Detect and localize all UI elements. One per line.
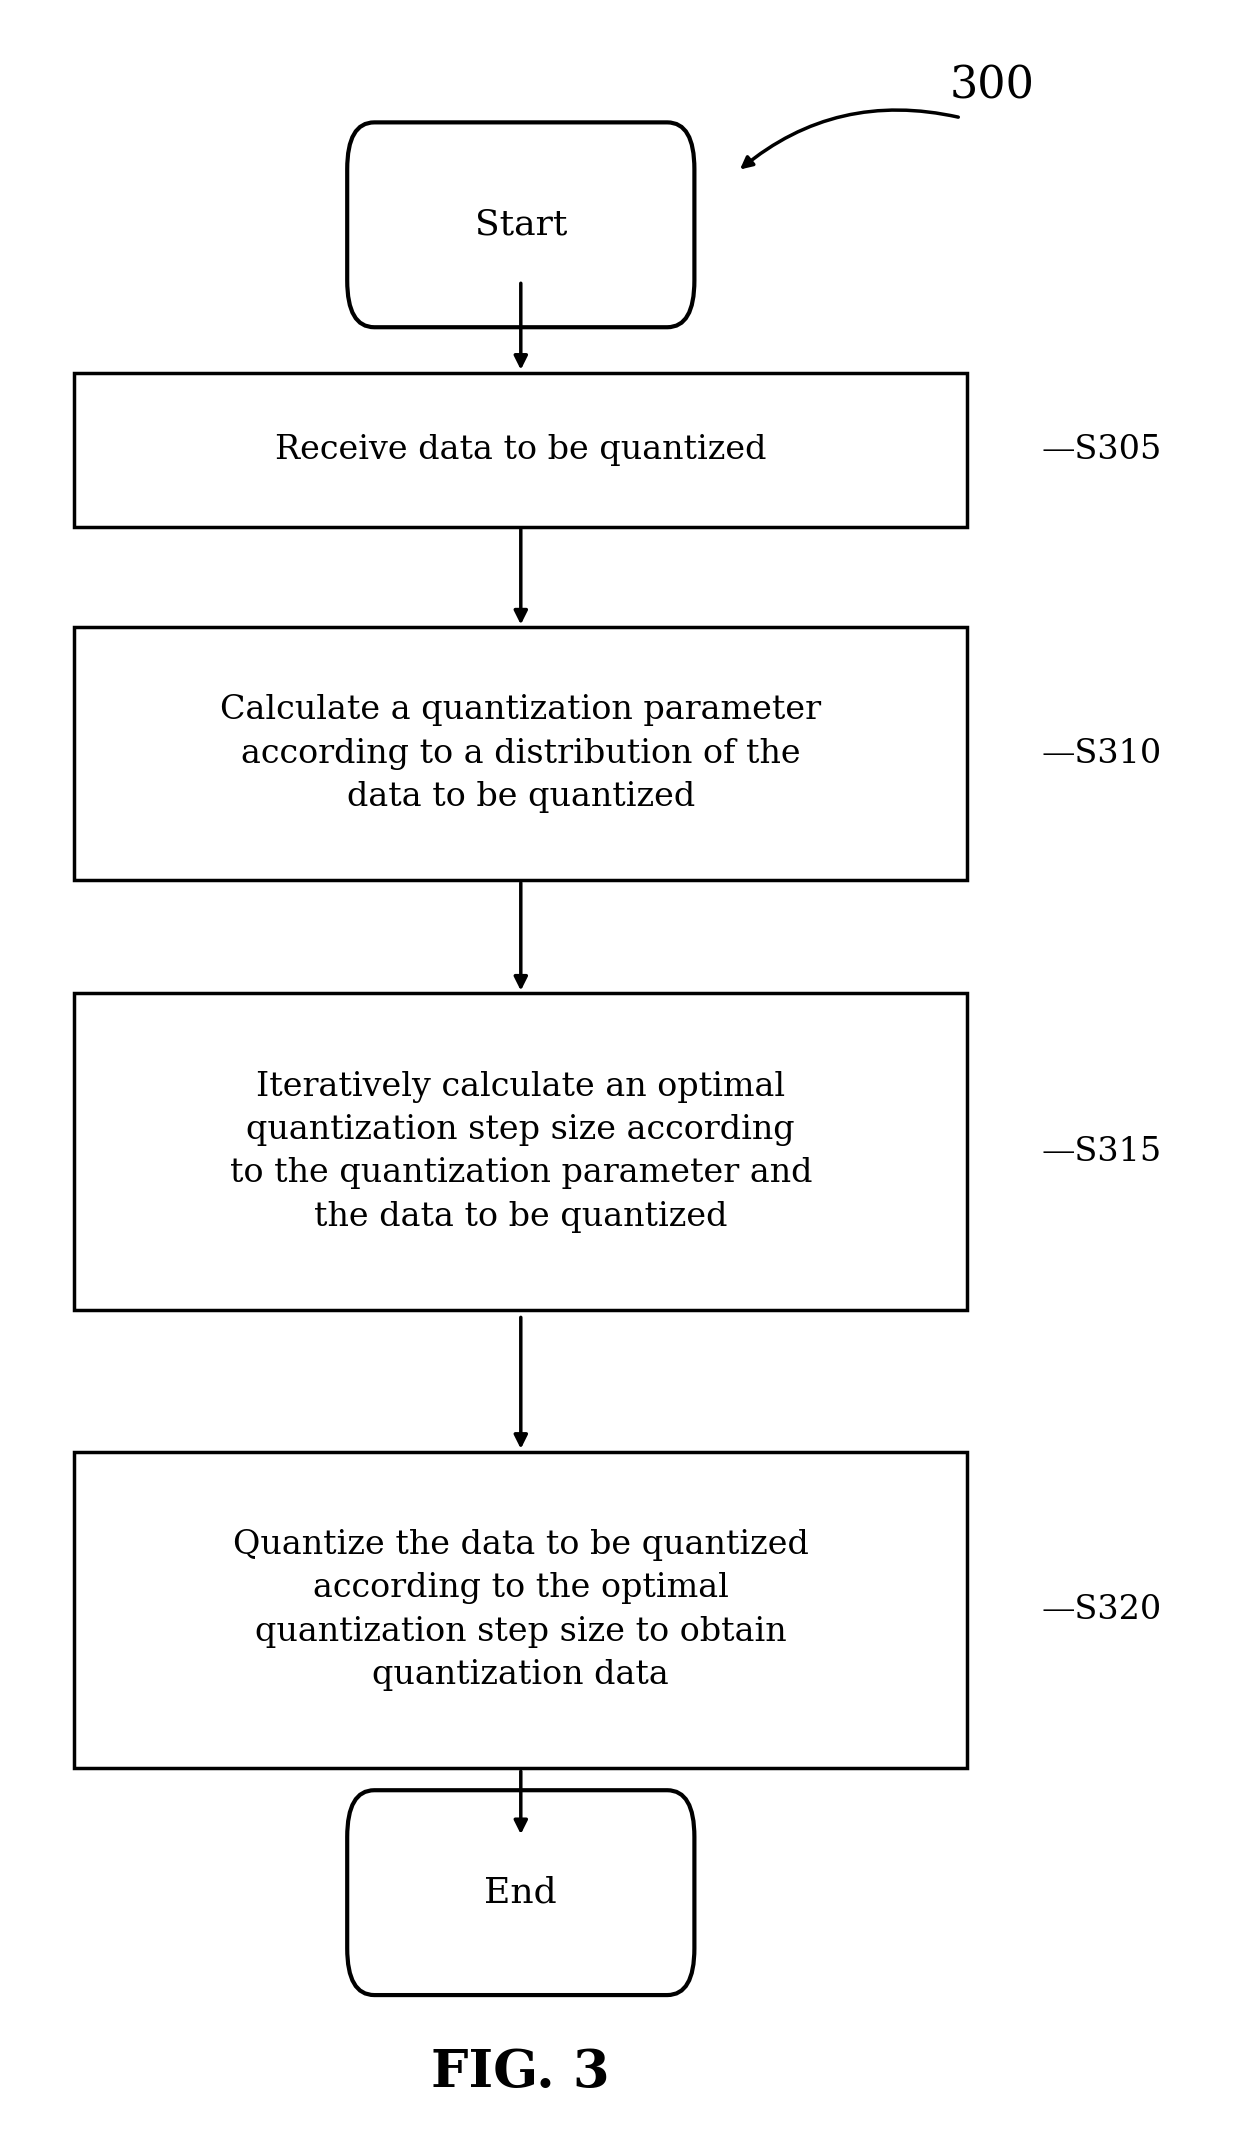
FancyBboxPatch shape (347, 1790, 694, 1995)
Text: Quantize the data to be quantized
according to the optimal
quantization step siz: Quantize the data to be quantized accord… (233, 1529, 808, 1691)
Bar (74, 993, 967, 1310)
Text: Iteratively calculate an optimal
quantization step size according
to the quantiz: Iteratively calculate an optimal quantiz… (229, 1070, 812, 1233)
Text: End: End (485, 1876, 557, 1910)
Text: Calculate a quantization parameter
according to a distribution of the
data to be: Calculate a quantization parameter accor… (221, 694, 821, 814)
Bar (74, 627, 967, 880)
Text: —S305: —S305 (1042, 435, 1162, 465)
Text: —S320: —S320 (1042, 1595, 1162, 1625)
FancyBboxPatch shape (347, 122, 694, 328)
Text: Receive data to be quantized: Receive data to be quantized (275, 435, 766, 465)
Bar (74, 373, 967, 527)
FancyArrowPatch shape (743, 109, 959, 167)
Text: —S315: —S315 (1042, 1137, 1162, 1167)
Text: 300: 300 (950, 64, 1034, 107)
Bar (74, 1452, 967, 1768)
Text: —S310: —S310 (1042, 739, 1162, 769)
Text: Start: Start (475, 208, 567, 242)
Text: FIG. 3: FIG. 3 (432, 2047, 610, 2098)
